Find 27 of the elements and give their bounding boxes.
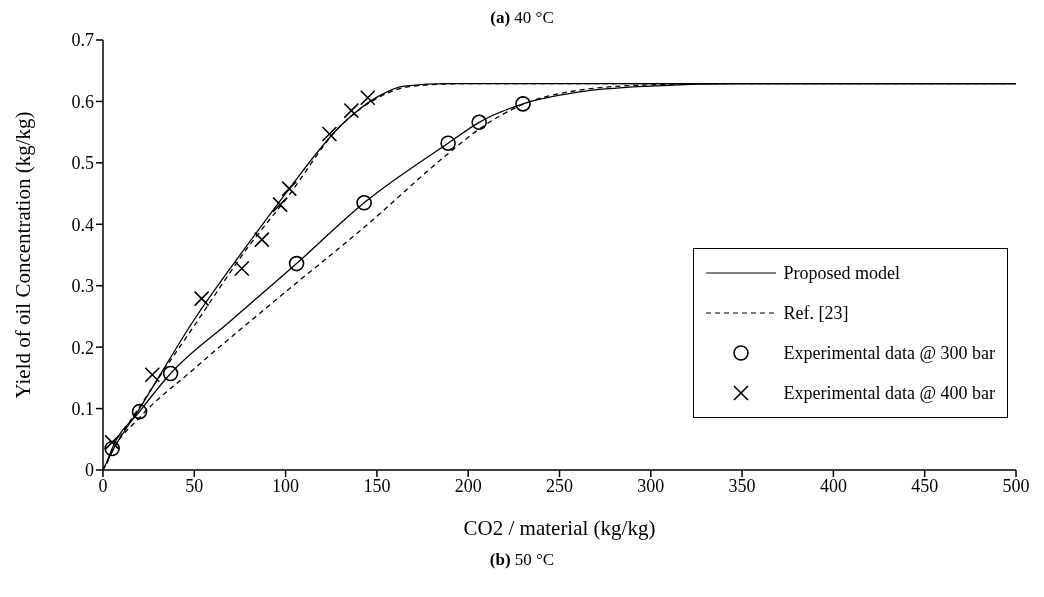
x-tick-label: 200 bbox=[454, 475, 482, 496]
legend-label: Proposed model bbox=[783, 262, 900, 284]
y-tick-label: 0.7 bbox=[71, 30, 94, 51]
legend-label: Experimental data @ 400 bar bbox=[783, 382, 995, 404]
text: (a) 40 °C bbox=[489, 8, 555, 29]
x-tick-label: 500 bbox=[1002, 475, 1030, 496]
x-tick-label: 300 bbox=[637, 475, 665, 496]
y-tick-label: 0 bbox=[85, 460, 94, 481]
x-tick-label: 250 bbox=[546, 475, 573, 496]
y-axis-title: Yield of oil Concentration (kg/kg) bbox=[11, 111, 36, 399]
y-tick-label: 0.4 bbox=[71, 214, 94, 235]
legend-label: Ref. [23] bbox=[783, 302, 849, 324]
x-axis-title: CO2 / material (kg/kg) bbox=[463, 516, 656, 540]
legend-label: Experimental data @ 300 bar bbox=[783, 342, 995, 364]
x-tick-label: 150 bbox=[363, 475, 391, 496]
x-tick-label: 350 bbox=[728, 475, 756, 496]
x-tick-label: 50 bbox=[185, 475, 204, 496]
x-tick-label: 450 bbox=[911, 475, 939, 496]
y-tick-label: 0.2 bbox=[71, 337, 94, 358]
y-tick-label: 0.5 bbox=[71, 153, 94, 174]
text: (b) 50 °C bbox=[488, 550, 556, 571]
y-tick-label: 0.3 bbox=[71, 276, 94, 297]
y-tick-label: 0.6 bbox=[71, 91, 94, 112]
x-tick-label: 0 bbox=[98, 475, 108, 496]
x-tick-label: 400 bbox=[819, 475, 847, 496]
x-tick-label: 100 bbox=[272, 475, 300, 496]
y-tick-label: 0.1 bbox=[71, 398, 94, 419]
